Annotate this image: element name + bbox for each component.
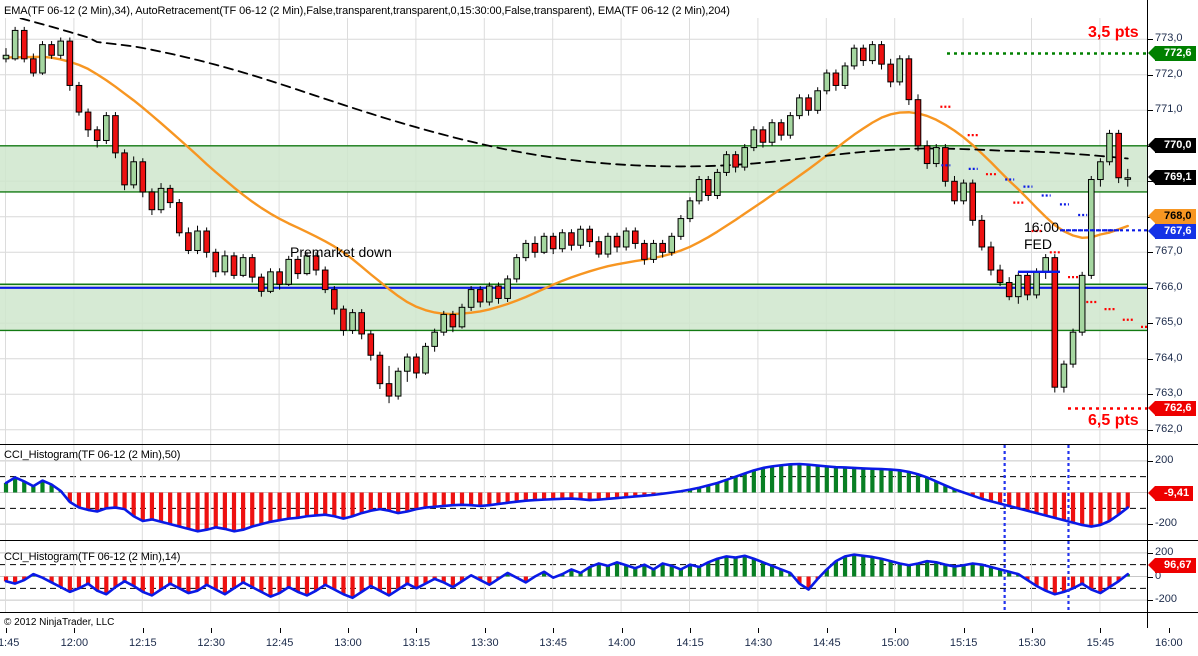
price-axis-tick-label: 764,0 <box>1155 351 1183 364</box>
cci-50-panel-title: CCI_Histogram(TF 06-12 (2 Min),50) <box>4 449 181 461</box>
price-axis-tick-mark <box>1148 74 1153 76</box>
price-axis-tick-label: 773,0 <box>1155 32 1183 45</box>
time-axis-tick-label: 12:00 <box>60 637 89 649</box>
time-axis-tick-label: 15:30 <box>1018 637 1046 649</box>
time-axis-tick-label: 15:00 <box>881 637 909 649</box>
price-axis-tick-label: 772,0 <box>1155 67 1183 80</box>
price-axis-tick-label: 762,0 <box>1155 422 1183 435</box>
time-axis-tick-label: 12:30 <box>197 637 225 649</box>
time-axis-tick-mark <box>895 628 897 633</box>
cci-14-axis[interactable]: 200 0 -200 <box>1147 541 1198 612</box>
upper-range-annotation: 3,5 pts <box>1088 24 1139 41</box>
fed-label-annotation: FED <box>1024 236 1052 252</box>
price-axis-tick-label: 765,0 <box>1155 316 1183 329</box>
price-axis-tick-mark <box>1148 110 1153 112</box>
price-axis-tick-label: 767,0 <box>1155 245 1183 258</box>
price-panel-indicator-title: EMA(TF 06-12 (2 Min),34), AutoRetracemen… <box>4 5 730 17</box>
time-axis-tick-label: 11:45 <box>0 637 20 649</box>
time-axis-tick-label: 12:15 <box>129 637 157 649</box>
cci-50-value-flag[interactable]: -9,41 <box>1147 486 1194 502</box>
time-axis-tick-mark <box>74 628 76 633</box>
time-axis-tick-mark <box>826 628 828 633</box>
time-axis-tick-mark <box>348 628 349 633</box>
time-axis-tick-mark <box>1032 628 1033 633</box>
time-axis-tick-mark <box>484 628 486 633</box>
axis-tick-mark <box>1148 600 1153 602</box>
axis-tick-mark <box>1148 576 1153 578</box>
time-axis-tick-mark <box>142 628 144 633</box>
time-axis-tick-mark <box>279 628 281 633</box>
time-axis-tick-label: 15:15 <box>949 637 978 649</box>
lower-range-annotation: 6,5 pts <box>1088 412 1139 429</box>
time-axis-tick-label: 14:45 <box>813 637 841 649</box>
time-axis-tick-mark <box>758 628 760 633</box>
cci-14-panel-title: CCI_Histogram(TF 06-12 (2 Min),14) <box>4 551 181 563</box>
time-axis-tick-label: 14:30 <box>744 637 773 649</box>
axis-tick-label: -200 <box>1155 593 1178 606</box>
copyright-notice: © 2012 NinjaTrader, LLC <box>4 617 115 628</box>
time-axis-tick-mark <box>690 628 691 633</box>
time-axis-tick-mark <box>6 628 7 633</box>
fed-time-annotation: 16:00 <box>1024 219 1060 235</box>
price-axis-tick-label: 771,0 <box>1155 103 1183 116</box>
panel-divider-3 <box>0 612 1198 613</box>
price-axis-tick-mark <box>1148 287 1153 289</box>
time-axis-tick-mark <box>1100 628 1102 633</box>
panel-divider-2 <box>0 540 1198 541</box>
axis-tick-label: 200 <box>1155 545 1174 558</box>
last-price-flag[interactable]: 769,1 <box>1148 170 1196 186</box>
time-axis-tick-label: 13:15 <box>402 637 431 649</box>
time-axis-tick-label: 14:00 <box>607 637 636 649</box>
premarket-down-annotation: Premarket down <box>290 244 392 260</box>
price-axis-tick-mark <box>1148 394 1153 396</box>
price-axis-tick-mark <box>1148 252 1153 254</box>
price-panel[interactable] <box>0 18 1147 444</box>
time-axis-tick-mark <box>553 628 555 633</box>
cci-14-panel[interactable] <box>0 541 1147 612</box>
retracement-high-flag[interactable]: 772,6 <box>1148 46 1196 61</box>
price-axis-tick-label: 763,0 <box>1155 387 1183 400</box>
time-axis-tick-label: 12:45 <box>265 637 294 649</box>
axis-tick-mark <box>1148 460 1153 462</box>
time-axis-tick-label: 14:15 <box>676 637 704 649</box>
price-axis-separator <box>1147 0 1148 656</box>
time-axis-tick-label: 13:30 <box>471 637 499 649</box>
axis-tick-label: 0 <box>1155 569 1162 582</box>
panel-divider-1 <box>0 444 1198 445</box>
time-axis[interactable]: 11:45 12:00 12:15 12:30 12:45 13:00 13:15 13:30… <box>0 628 1198 656</box>
time-axis-tick-label: 15:45 <box>1086 637 1115 649</box>
axis-tick-label: -200 <box>1155 517 1178 530</box>
time-axis-tick-mark <box>1168 628 1170 633</box>
time-axis-tick-label: 13:45 <box>539 637 567 649</box>
time-axis-tick-label: 13:00 <box>334 637 362 649</box>
price-axis-tick-mark <box>1148 358 1153 360</box>
axis-tick-mark <box>1148 552 1153 554</box>
price-axis-tick-mark <box>1148 323 1153 325</box>
time-axis-tick-mark <box>621 628 623 633</box>
time-axis-tick-mark <box>416 628 418 633</box>
price-axis-tick-mark <box>1148 429 1153 431</box>
ema-204-flag[interactable]: 770,0 <box>1148 138 1196 154</box>
time-axis-tick-mark <box>963 628 965 633</box>
blue-level-flag[interactable]: 767,6 <box>1148 223 1196 239</box>
axis-tick-mark <box>1148 524 1153 526</box>
cci-50-panel[interactable] <box>0 445 1147 540</box>
price-axis-tick-mark <box>1148 39 1153 41</box>
time-axis-tick-label: 16:00 <box>1155 637 1183 649</box>
price-axis-tick-label: 766,0 <box>1155 280 1183 293</box>
cci-14-value-flag[interactable]: 96,67 <box>1148 557 1196 573</box>
retracement-low-flag[interactable]: 762,6 <box>1148 401 1196 416</box>
ema-34-flag[interactable]: 768,0 <box>1148 209 1196 225</box>
time-axis-tick-mark <box>211 628 213 633</box>
axis-tick-label: 200 <box>1155 453 1174 466</box>
cci-50-axis[interactable]: 200 -200 <box>1147 445 1198 540</box>
